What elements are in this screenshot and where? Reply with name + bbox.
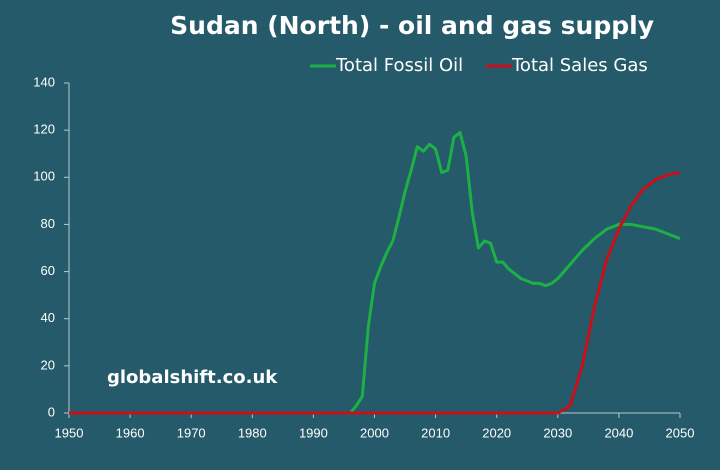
x-tick-label: 2000	[360, 425, 389, 440]
chart-title: Sudan (North) - oil and gas supply	[170, 11, 654, 40]
y-tick-label: 20	[41, 357, 55, 372]
legend-label: Total Fossil Oil	[335, 55, 463, 76]
y-tick-label: 40	[41, 310, 55, 325]
watermark: globalshift.co.uk	[107, 367, 278, 388]
x-tick-label: 1990	[299, 425, 328, 440]
x-tick-label: 1960	[116, 425, 145, 440]
series-line	[69, 131, 681, 415]
y-tick-label: 140	[33, 74, 55, 89]
y-tick-label: 60	[41, 263, 55, 278]
legend-label: Total Sales Gas	[511, 55, 648, 76]
y-tick-label: 120	[33, 122, 55, 137]
x-tick-label: 2010	[421, 425, 450, 440]
y-tick-label: 100	[33, 169, 55, 184]
x-tick-label: 1950	[55, 425, 84, 440]
x-tick-label: 2050	[666, 425, 695, 440]
y-tick-label: 0	[48, 404, 55, 419]
x-tick-label: 1970	[177, 425, 206, 440]
x-tick-label: 2020	[482, 425, 511, 440]
y-tick-label: 80	[41, 216, 55, 231]
x-tick-label: 1980	[238, 425, 267, 440]
x-tick-label: 2040	[604, 425, 633, 440]
series-line	[69, 171, 681, 415]
x-tick-label: 2030	[543, 425, 572, 440]
